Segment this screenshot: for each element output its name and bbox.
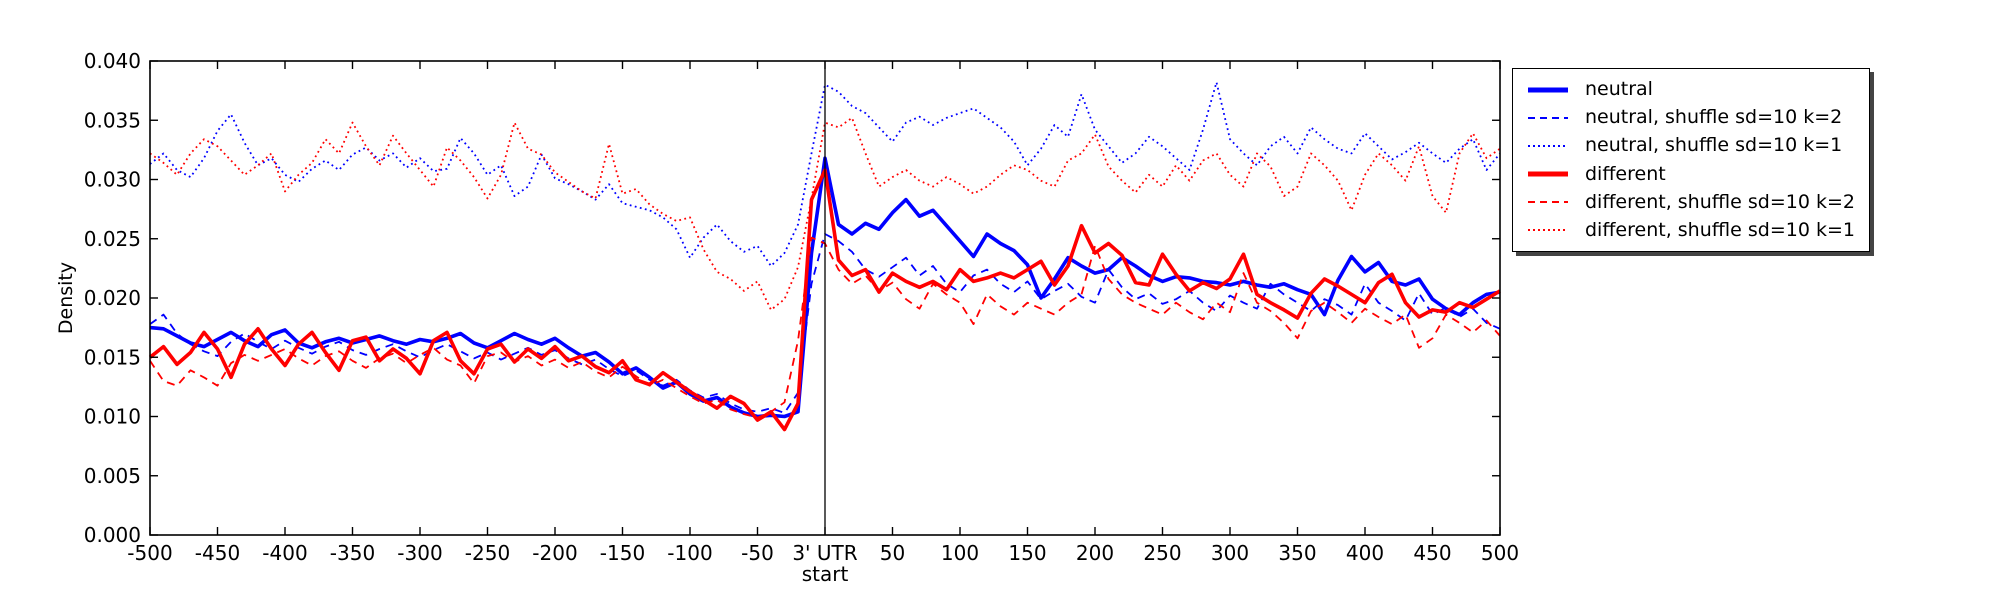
x-tick-label: 100 [941, 541, 979, 565]
legend-box: neutral neutral, shuffle sd=10 k=2 neutr… [1512, 68, 1870, 252]
y-tick-label: 0.015 [84, 345, 141, 369]
legend-line-sample-dashed-red [1528, 201, 1568, 204]
x-tick-label: -300 [397, 541, 442, 565]
x-tick-label: 400 [1346, 541, 1384, 565]
legend-item-neutral: neutral [1527, 80, 1855, 99]
legend-item-neutral-shuffle-k1: neutral, shuffle sd=10 k=1 [1527, 136, 1855, 155]
legend-item-different: different [1527, 162, 1855, 185]
axis-ticks [149, 60, 1501, 536]
legend-line-sample-dashed-blue [1528, 116, 1568, 119]
x-tick-label: -250 [465, 541, 510, 565]
x-tick-label: -150 [600, 541, 645, 565]
legend-label: neutral, shuffle sd=10 k=2 [1585, 106, 1843, 129]
x-tick-label: 200 [1076, 541, 1114, 565]
legend-label: different, shuffle sd=10 k=1 [1585, 218, 1855, 241]
y-tick-label: 0.000 [84, 523, 141, 547]
x-tick-label: 500 [1481, 541, 1519, 565]
y-tick-label: 0.040 [84, 49, 141, 73]
y-axis-label: Density [55, 262, 77, 334]
x-tick-label: -200 [532, 541, 577, 565]
x-tick-label: 150 [1008, 541, 1046, 565]
legend-label: neutral, shuffle sd=10 k=1 [1585, 134, 1843, 157]
x-tick-label: -500 [127, 541, 172, 565]
legend-item-neutral-shuffle-k2: neutral, shuffle sd=10 k=2 [1527, 108, 1855, 127]
legend-label: different, shuffle sd=10 k=2 [1585, 190, 1855, 213]
y-tick-label: 0.010 [84, 405, 141, 429]
axis-tick-labels: -500 -450 -400 -350 -300 -250 -200 -150 -100 -50 3… [84, 49, 1519, 586]
legend-line-sample-dotted-red [1528, 229, 1568, 232]
x-tick-label: 250 [1143, 541, 1181, 565]
x-tick-label: 3' UTR start [792, 541, 857, 586]
x-tick-label: -400 [262, 541, 307, 565]
legend-item-different-shuffle-k1: different, shuffle sd=10 k=1 [1527, 218, 1855, 241]
legend-line-sample-solid-red [1528, 171, 1568, 177]
x-tick-label: -450 [195, 541, 240, 565]
series-neutral-shuffle-sd-10-k-1 [149, 81, 1501, 267]
x-tick-label: -100 [667, 541, 712, 565]
y-tick-label: 0.005 [84, 464, 141, 488]
x-tick-label: 350 [1278, 541, 1316, 565]
x-tick-label: 300 [1211, 541, 1249, 565]
x-tick-label: 450 [1413, 541, 1451, 565]
x-tick-label: -50 [741, 541, 774, 565]
legend-label: different [1585, 162, 1666, 185]
legend-label: neutral [1585, 78, 1653, 100]
x-tick-label: 50 [880, 541, 905, 565]
legend-line-sample-dotted-blue [1528, 144, 1568, 147]
y-tick-label: 0.020 [84, 286, 141, 310]
x-tick-label: -350 [330, 541, 375, 565]
y-tick-label: 0.035 [84, 108, 141, 132]
y-tick-label: 0.030 [84, 168, 141, 192]
legend-item-different-shuffle-k2: different, shuffle sd=10 k=2 [1527, 190, 1855, 213]
legend-line-sample-solid-blue [1528, 87, 1568, 92]
y-tick-label: 0.025 [84, 227, 141, 251]
